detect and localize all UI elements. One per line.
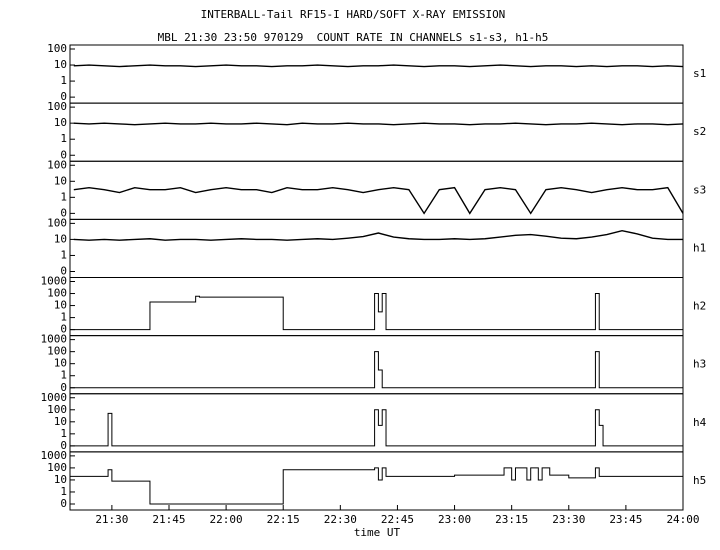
panel-frame	[69, 102, 684, 162]
y-tick-label: 0	[60, 265, 67, 278]
data-line	[73, 186, 684, 215]
x-tick-label: 22:30	[324, 513, 357, 526]
y-tick-label: 100	[47, 158, 67, 171]
data-line	[73, 122, 684, 126]
y-tick-label: 100	[47, 287, 67, 300]
panel-frame	[69, 451, 684, 511]
x-tick-label: 21:45	[152, 513, 185, 526]
panel-frame	[69, 335, 684, 395]
y-tick-label: 0	[60, 323, 67, 336]
x-tick-label: 23:30	[552, 513, 585, 526]
y-tick-label: 0	[60, 148, 67, 161]
y-tick-label: 100	[47, 345, 67, 358]
panel-label: s2	[693, 125, 706, 138]
panel-frame	[69, 218, 684, 278]
x-tick-label: 23:15	[495, 513, 528, 526]
y-tick-label: 0	[60, 381, 67, 394]
panel-label: h2	[693, 300, 706, 313]
x-tick-label: 23:45	[609, 513, 642, 526]
y-tick-label: 100	[47, 461, 67, 474]
y-tick-label: 10	[54, 299, 67, 312]
chart-subtitle: MBL 21:30 23:50 970129 COUNT RATE IN CHA…	[158, 31, 549, 44]
y-tick-label: 0	[60, 439, 67, 452]
y-tick-label: 10	[54, 174, 67, 187]
y-tick-label: 1	[60, 248, 67, 261]
panel-label: h5	[693, 474, 706, 487]
x-axis-label: time UT	[354, 526, 401, 539]
y-tick-label: 1000	[41, 333, 68, 346]
y-tick-label: 1	[60, 369, 67, 382]
x-tick-label: 24:00	[666, 513, 699, 526]
y-tick-label: 1	[60, 311, 67, 324]
data-line	[70, 293, 683, 331]
y-tick-label: 1	[60, 74, 67, 87]
y-tick-label: 1	[60, 132, 67, 145]
y-tick-label: 1000	[41, 449, 68, 462]
y-tick-label: 0	[60, 206, 67, 219]
data-line	[70, 467, 683, 505]
y-tick-label: 10	[54, 473, 67, 486]
chart-title: INTERBALL-Tail RF15-I HARD/SOFT X-RAY EM…	[201, 8, 506, 21]
y-tick-label: 100	[47, 403, 67, 416]
panel-label: h3	[693, 358, 706, 371]
x-tick-label: 23:00	[438, 513, 471, 526]
panel-label: s3	[693, 183, 706, 196]
y-tick-label: 100	[47, 100, 67, 113]
y-tick-label: 10	[54, 232, 67, 245]
panel-label: h4	[693, 416, 707, 429]
y-tick-label: 10	[54, 116, 67, 129]
panel-label: s1	[693, 67, 706, 80]
y-tick-label: 0	[60, 497, 67, 510]
y-tick-label: 100	[47, 216, 67, 229]
panel-frame	[69, 393, 684, 453]
data-line	[70, 409, 683, 447]
y-tick-label: 0	[60, 90, 67, 103]
panel-frame	[69, 44, 684, 104]
panel-frame	[69, 277, 684, 337]
y-tick-label: 1	[60, 485, 67, 498]
y-tick-label: 10	[54, 415, 67, 428]
y-tick-label: 10	[54, 357, 67, 370]
y-tick-label: 1000	[41, 275, 68, 288]
x-tick-label: 22:15	[267, 513, 300, 526]
y-tick-label: 1	[60, 190, 67, 203]
data-line	[70, 351, 683, 389]
y-tick-label: 10	[54, 58, 67, 71]
data-line	[73, 229, 683, 241]
x-tick-label: 22:45	[381, 513, 414, 526]
x-tick-label: 22:00	[210, 513, 243, 526]
x-tick-label: 21:30	[95, 513, 128, 526]
panel-label: h1	[693, 241, 706, 254]
y-tick-label: 1	[60, 427, 67, 440]
data-line	[73, 64, 684, 68]
y-tick-label: 100	[47, 42, 67, 55]
y-tick-label: 1000	[41, 391, 68, 404]
